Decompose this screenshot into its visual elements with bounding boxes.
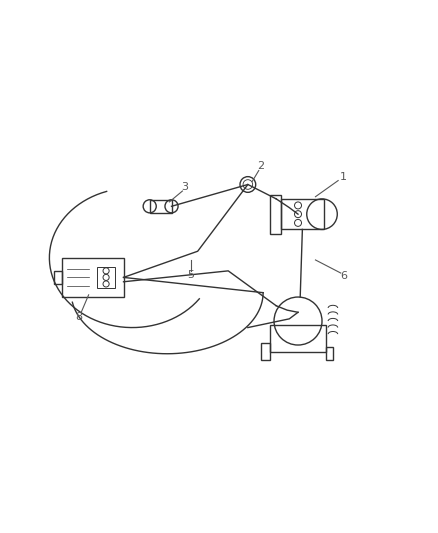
Bar bbox=[269, 325, 325, 352]
Bar bbox=[260, 343, 269, 360]
Bar bbox=[280, 199, 323, 229]
Bar bbox=[149, 200, 171, 213]
Bar bbox=[269, 195, 280, 234]
Text: 2: 2 bbox=[257, 161, 264, 171]
Text: 5: 5 bbox=[187, 270, 194, 280]
Bar bbox=[53, 271, 62, 284]
Text: 1: 1 bbox=[339, 172, 346, 182]
Bar bbox=[97, 266, 115, 288]
Text: 8: 8 bbox=[75, 312, 82, 322]
Text: 6: 6 bbox=[339, 271, 346, 281]
Bar bbox=[62, 258, 123, 297]
Bar bbox=[325, 347, 332, 360]
Text: 3: 3 bbox=[181, 182, 187, 192]
